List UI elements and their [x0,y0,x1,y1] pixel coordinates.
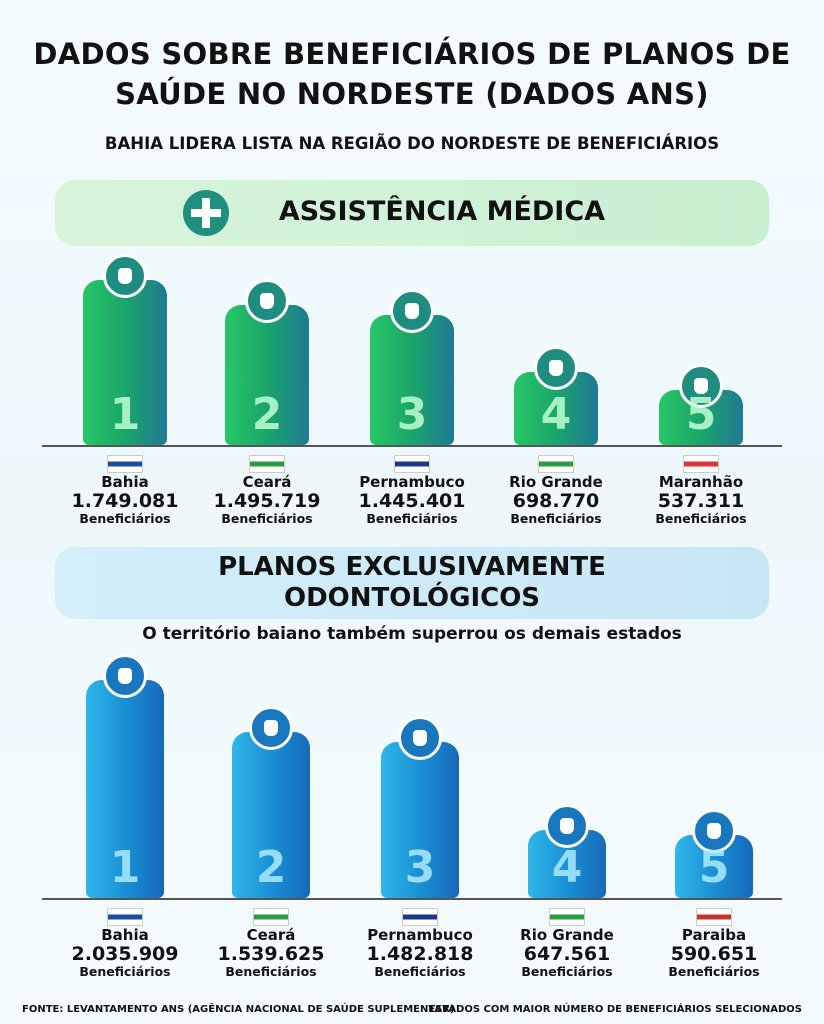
section-banner [55,547,769,619]
bar [381,742,459,898]
unit-label: Beneficiários [510,511,602,526]
rank: 3 [404,842,436,893]
rank: 2 [255,842,287,893]
rank: 5 [698,842,730,893]
flag [253,908,289,926]
beneficiary-count: 1.445.401 [358,490,466,512]
beneficiary-count: 647.561 [523,943,611,965]
beneficiary-count: 698.770 [512,490,600,512]
flag [696,908,732,926]
flag [549,908,585,926]
unit-label: Beneficiários [374,964,466,979]
bar-icon [390,289,434,333]
state-name: Paraiba [681,926,747,944]
unit-label: Beneficiários [668,964,760,979]
unit-label: Beneficiários [366,511,458,526]
beneficiary-count: 1.539.625 [217,943,325,965]
rank: 1 [109,842,141,893]
flag [402,908,438,926]
rank: 4 [540,389,572,440]
rank: 5 [685,389,717,440]
bar [370,315,454,445]
rank: 2 [251,389,283,440]
unit-label: Beneficiários [79,964,171,979]
beneficiary-count: 537.311 [657,490,745,512]
flag [538,455,574,473]
unit-label: Beneficiários [655,511,747,526]
flag [683,455,719,473]
state-name: Bahia [101,926,149,944]
plus-icon [183,190,229,236]
bar-icon [103,654,147,698]
subtitle: BAHIA LIDERA LISTA NA REGIÃO DO NORDESTE… [104,134,720,153]
baseline [42,898,782,900]
bar-icon [245,279,289,323]
bar-icon [679,364,723,408]
rank: 3 [396,389,428,440]
beneficiary-count: 590.651 [670,943,758,965]
flag [107,455,143,473]
unit-label: Beneficiários [79,511,171,526]
state-name: Pernambuco [359,473,465,491]
beneficiary-count: 2.035.909 [71,943,179,965]
bar-icon [692,809,736,853]
state-name: Rio Grande [520,926,614,944]
state-name: Ceará [246,926,296,944]
bar [83,280,167,445]
beneficiary-count: 1.495.719 [213,490,321,512]
bar-icon [249,706,293,750]
baseline [42,445,782,447]
section-banner [55,180,769,246]
state-name: Maranhão [658,473,744,491]
bar [232,732,310,898]
footer-note: ESTADOS COM MAIOR NÚMERO DE BENEFICIÁRIO… [428,1004,802,1015]
bar-icon [545,804,589,848]
bar [225,305,309,445]
bar-icon [534,346,578,390]
beneficiary-count: 1.482.818 [366,943,474,965]
bar-icon [103,254,147,298]
rank: 4 [551,842,583,893]
state-name: Bahia [101,473,149,491]
beneficiary-count: 1.749.081 [71,490,179,512]
section-note: O território baiano também superrou os d… [142,624,682,644]
unit-label: Beneficiários [225,964,317,979]
bar-icon [398,716,442,760]
flag [249,455,285,473]
unit-label: Beneficiários [221,511,313,526]
state-name: Rio Grande [509,473,603,491]
footer-source: FONTE: LEVANTAMENTO ANS (AGÊNCIA NACIONA… [22,1004,455,1015]
unit-label: Beneficiários [521,964,613,979]
flag [107,908,143,926]
state-name: Pernambuco [367,926,473,944]
state-name: Ceará [242,473,292,491]
bar [86,680,164,898]
flag [394,455,430,473]
title: DADOS SOBRE BENEFICIÁRIOS DE PLANOS DE S… [33,37,791,111]
section-title: ASSISTÊNCIA MÉDICA [278,196,606,227]
section-title: PLANOS EXCLUSIVAMENTE ODONTOLÓGICOS [218,552,606,613]
rank: 1 [109,389,141,440]
